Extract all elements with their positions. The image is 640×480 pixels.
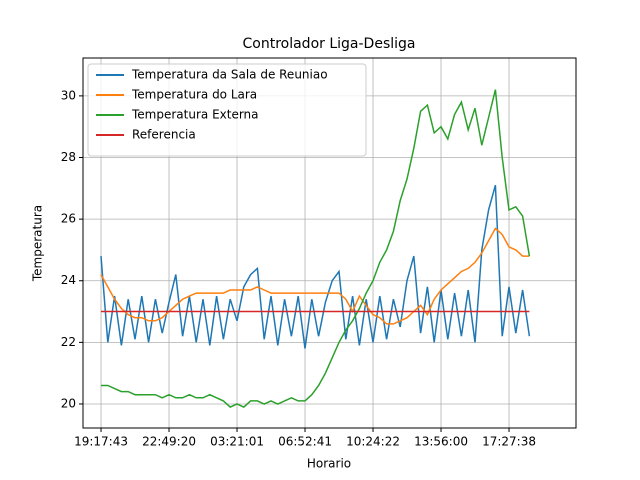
series-line bbox=[100, 227, 530, 325]
series-line bbox=[100, 185, 531, 349]
y-tick-label: 22 bbox=[61, 335, 76, 349]
y-tick-label: 26 bbox=[61, 212, 76, 226]
x-tick-label: 17:27:38 bbox=[482, 435, 536, 449]
x-tick-label: 03:21:01 bbox=[210, 435, 264, 449]
y-tick-label: 30 bbox=[61, 88, 76, 102]
legend-box bbox=[87, 63, 367, 157]
y-tick-label: 20 bbox=[61, 396, 76, 410]
legend-label: Referencia bbox=[132, 128, 196, 142]
y-tick-label: 28 bbox=[61, 150, 76, 164]
x-axis-label: Horario bbox=[307, 457, 351, 471]
series-line bbox=[101, 89, 531, 408]
x-tick-label: 13:56:00 bbox=[414, 435, 468, 449]
plot-frame bbox=[82, 57, 577, 429]
x-tick-label: 22:49:20 bbox=[142, 435, 196, 449]
x-tick-label: 19:17:43 bbox=[74, 435, 128, 449]
chart-title: Controlador Liga-Desliga bbox=[243, 36, 416, 52]
y-tick-label: 24 bbox=[61, 273, 76, 287]
x-tick-label: 06:52:41 bbox=[278, 435, 332, 449]
x-tick-label: 10:24:22 bbox=[346, 435, 400, 449]
legend-label: Temperatura Externa bbox=[131, 108, 259, 122]
legend-label: Temperatura da Sala de Reuniao bbox=[131, 68, 328, 82]
legend-label: Temperatura do Lara bbox=[131, 88, 257, 102]
y-axis-label: Temperatura bbox=[31, 205, 45, 282]
